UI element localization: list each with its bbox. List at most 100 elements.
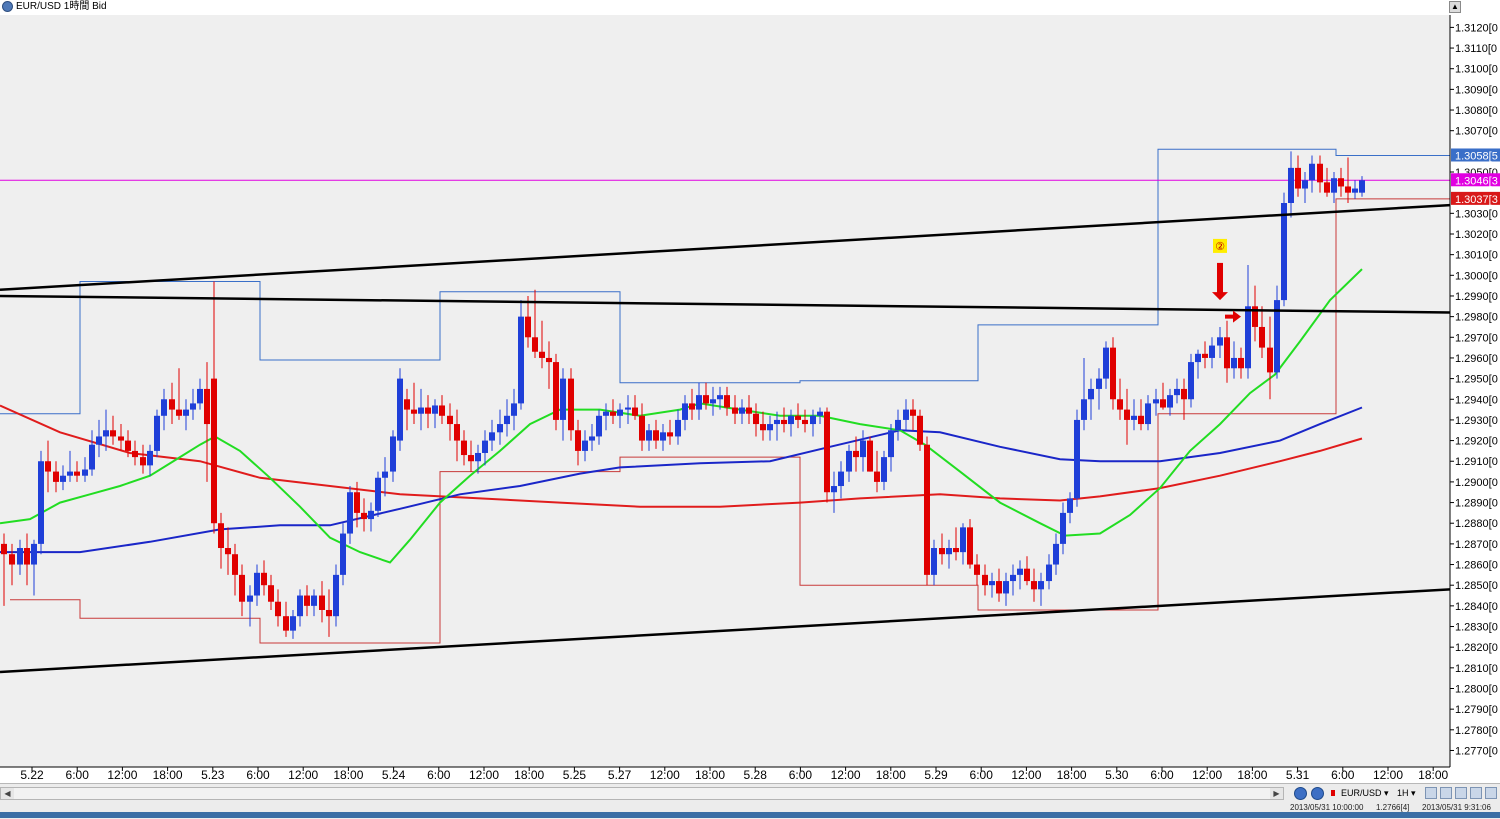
candle [53,461,59,493]
candle-body [1160,399,1166,408]
candle [931,539,937,586]
candle-body [746,407,752,414]
candle [169,382,175,425]
candle [874,450,880,493]
symbol-selector[interactable]: EUR/USD ▾ [1341,788,1389,799]
candle-body [1274,300,1280,373]
candle [218,512,224,569]
candle [1209,337,1215,369]
candle [646,424,652,451]
candle-body [610,411,616,416]
candle-body [853,450,859,458]
candle [1188,353,1194,408]
candle [1124,388,1130,445]
candle [974,554,980,586]
globe-icon[interactable] [1294,787,1307,800]
candle [511,388,517,431]
trendlines[interactable] [0,203,1451,674]
candle [781,407,787,433]
scroll-right-button[interactable]: ▶ [1270,788,1283,799]
candle-body [1038,581,1044,590]
candle [518,300,524,410]
candle [74,461,80,482]
trendline-3[interactable] [0,588,1451,674]
candle-body [795,415,801,420]
candle-body [82,469,88,476]
restore-button[interactable]: ▲ [1449,1,1461,13]
time-label: 6:00 [970,768,994,782]
candle-body [1231,357,1237,369]
price-chart[interactable]: ② 1.3120[0 1.3110[0 1.3100[0 1.3090[0 1.3080… [0,15,1500,783]
candle-body [967,527,973,565]
candle-body [989,581,995,586]
window-title: EUR/USD 1時間 Bid [16,1,107,12]
candle [667,419,673,445]
cursor-tool-icon[interactable] [1425,787,1437,799]
candle [340,523,346,586]
trendline-2[interactable] [0,294,1451,314]
print-tool-icon[interactable] [1485,787,1497,799]
candle [1160,382,1166,410]
time-label: 18:00 [695,768,725,782]
candle-body [881,457,887,482]
candle [767,415,773,441]
candle [1017,560,1023,590]
candle [1252,285,1258,342]
candle [1046,554,1052,590]
candle [411,382,417,425]
candle-body [319,595,325,610]
scroll-left-button[interactable]: ◀ [1,788,14,799]
time-label: 5.22 [20,768,44,782]
candle-body [132,450,138,458]
candle [903,399,909,431]
horizontal-scrollbar[interactable]: ◀ ▶ [0,787,1284,800]
candle-body [1202,353,1208,358]
candle-body [939,548,945,555]
time-label: 5.23 [201,768,225,782]
candle-body [582,440,588,451]
candle-body [560,378,566,420]
candle [910,399,916,431]
price-label: 1.3090[0 [1455,84,1498,96]
candle-body [1331,178,1337,193]
candle [1231,341,1237,379]
candle-body [589,436,595,441]
candle [682,395,688,431]
price-marker-bg [1451,191,1500,205]
candle-body [910,409,916,416]
candle-body [689,403,695,410]
candle [225,527,231,575]
candle-body [1317,163,1323,183]
candle [176,368,182,420]
candle [810,409,816,437]
annotation-label: ② [1215,240,1225,253]
candle-body [546,357,552,363]
candle [710,386,716,416]
candle [1167,388,1173,416]
candle-body [38,461,44,544]
candle [696,382,702,420]
candle [1302,172,1308,203]
candle-body [311,595,317,606]
candle [333,564,339,627]
time-label: 6:00 [789,768,813,782]
chevron-down-icon: ▾ [1411,788,1416,798]
download-icon[interactable] [1311,787,1324,800]
candle [625,395,631,425]
timeframe-label: 1H [1397,788,1409,798]
candle [347,486,353,544]
candle-body [1209,345,1215,358]
zoom-tool-icon[interactable] [1455,787,1467,799]
candle-body [125,440,131,451]
candle-body [575,430,581,451]
settings-tool-icon[interactable] [1470,787,1482,799]
candle [1238,347,1244,379]
price-label: 1.3000[0 [1455,270,1498,282]
candle-body [1309,163,1315,181]
candle [1224,320,1230,383]
timeframe-selector[interactable]: 1H ▾ [1397,788,1416,799]
price-label: 1.3020[0 [1455,229,1498,241]
line-tool-icon[interactable] [1440,787,1452,799]
trendline-1[interactable] [0,203,1451,292]
candle [468,440,474,472]
